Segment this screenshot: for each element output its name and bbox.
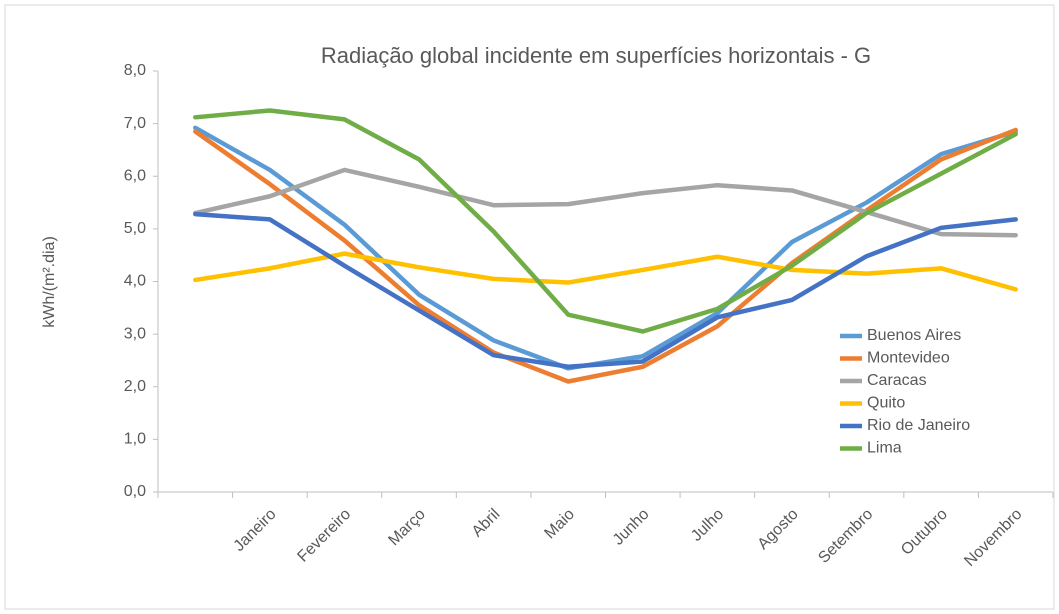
legend-label: Lima: [867, 440, 902, 457]
legend-label: Quito: [867, 395, 905, 412]
legend-label: Caracas: [867, 372, 927, 389]
series-line: [193, 127, 1018, 384]
series-line: [193, 211, 1018, 370]
legend-label: Montevideo: [867, 350, 950, 367]
y-tick-label: 8,0: [124, 62, 146, 79]
legend-label: Buenos Aires: [867, 327, 961, 344]
y-tick-label: 7,0: [124, 115, 146, 132]
y-tick-label: 4,0: [124, 273, 146, 290]
legend-label: Rio de Janeiro: [867, 417, 970, 434]
y-axis-label: kWh/(m².dia): [41, 236, 58, 328]
y-tick-label: 5,0: [124, 220, 146, 237]
chart-frame: [4, 4, 1055, 610]
chart-title: Radiação global incidente em superfícies…: [321, 43, 871, 68]
y-tick-label: 2,0: [124, 378, 146, 395]
y-tick-label: 3,0: [124, 325, 146, 342]
y-tick-label: 0,0: [124, 483, 146, 500]
y-tick-label: 1,0: [124, 431, 146, 448]
series-line: [193, 167, 1018, 238]
y-tick-label: 6,0: [124, 167, 146, 184]
series-line: [193, 108, 1018, 334]
